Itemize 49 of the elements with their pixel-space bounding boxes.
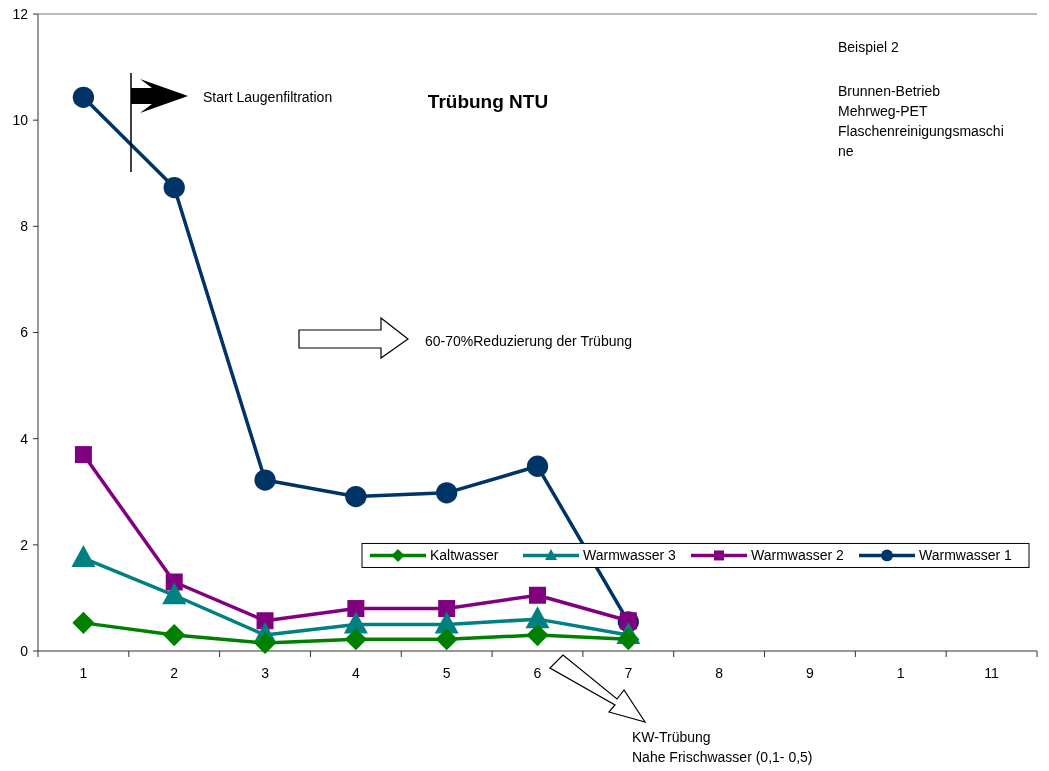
point — [525, 606, 550, 629]
point — [436, 482, 458, 504]
point — [162, 582, 187, 605]
y-tick-label: 12 — [12, 5, 29, 22]
point — [254, 469, 276, 491]
point — [435, 628, 458, 651]
x-tick-label: 9 — [806, 665, 815, 681]
point — [72, 611, 95, 634]
y-tick-label: 4 — [20, 430, 29, 447]
x-tick-label: 4 — [351, 665, 360, 681]
legend-label: Kaltwasser — [430, 547, 499, 564]
point — [163, 176, 185, 199]
point — [72, 86, 95, 108]
legend-label: Warmwasser 2 — [751, 547, 845, 564]
point — [438, 600, 456, 618]
text: Trübung NTU — [427, 91, 549, 112]
point — [71, 545, 96, 568]
annotation: Start Laugenfiltration — [203, 89, 333, 105]
x-tick-label: 2 — [170, 665, 179, 681]
point — [345, 485, 367, 508]
annotation: 60-70%Reduzierung der Trübung — [425, 333, 633, 349]
point — [529, 586, 546, 604]
x-tick-label: 1 — [896, 665, 905, 681]
legend-label: Warmwasser 1 — [919, 547, 1013, 564]
point — [74, 446, 92, 464]
y-tick-label: 8 — [20, 218, 29, 235]
y-tick-label: 10 — [12, 112, 29, 129]
point — [617, 628, 640, 651]
x-tick-label: 3 — [261, 665, 270, 681]
x-tick-label: 8 — [715, 665, 724, 681]
point — [526, 624, 549, 647]
point — [347, 600, 365, 618]
point — [344, 628, 367, 651]
y-tick-label: 6 — [20, 324, 29, 341]
point — [163, 624, 186, 647]
text: KW-Trübung Nahe Frischwasser (0,1- 0,5) — [632, 729, 813, 765]
x-tick-label: 5 — [442, 665, 451, 681]
legend-label: Warmwasser 3 — [583, 547, 677, 564]
point — [526, 455, 549, 477]
x-tick-label: 1 — [79, 665, 88, 681]
annotation: Brunnen-Betrieb Mehrweg-PET Flaschenreinigungsmaschine — [838, 83, 1004, 159]
point — [256, 612, 274, 630]
point — [254, 631, 277, 655]
y-tick-label: 2 — [20, 536, 29, 553]
x-tick-label: 6 — [533, 665, 542, 681]
y-tick-label: 0 — [20, 642, 29, 659]
annotation: Beispiel 2 — [838, 39, 899, 55]
x-tick-label: 11 — [984, 665, 1000, 681]
x-tick-label: 7 — [624, 665, 633, 681]
